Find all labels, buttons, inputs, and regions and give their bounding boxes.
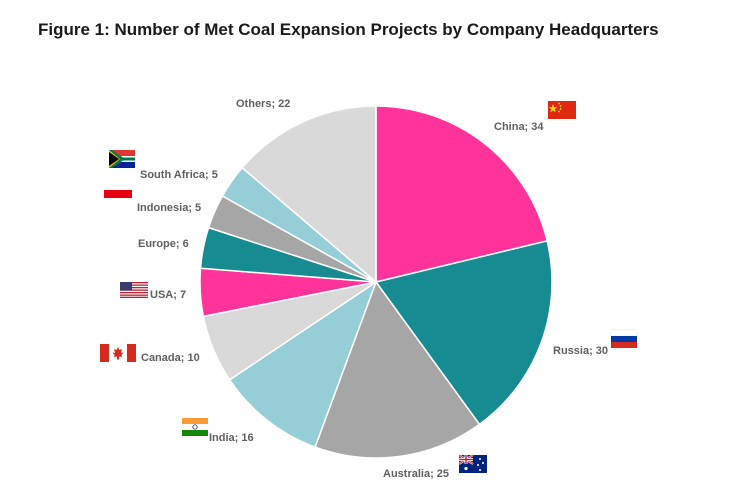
pie-label-russia: Russia; 30	[553, 345, 608, 357]
pie-label-europe: Europe; 6	[138, 238, 189, 250]
pie-slice-australia	[314, 280, 481, 459]
pie-slice-india	[228, 280, 378, 449]
australia-flag-icon	[458, 454, 487, 473]
pie-label-australia: Australia; 25	[383, 468, 449, 480]
russia-flag-icon	[610, 329, 638, 348]
pie-label-usa: USA; 7	[150, 289, 186, 301]
canada-flag-icon	[100, 344, 136, 362]
pie-labels: China; 34 Russia; 30 Australia; 25 India; 1…	[137, 98, 608, 480]
pie-slice-others	[241, 105, 377, 284]
pie-label-south-africa: South Africa; 5	[140, 169, 218, 181]
pie-label-india: India; 16	[209, 432, 254, 444]
figure-title: Figure 1: Number of Met Coal Expansion P…	[38, 20, 659, 39]
india-flag-icon	[182, 418, 208, 436]
indonesia-flag-icon	[104, 190, 132, 198]
pie-label-others: Others; 22	[236, 98, 290, 110]
pie-slices	[199, 105, 553, 459]
pie-label-indonesia: Indonesia; 5	[137, 202, 201, 214]
china-flag-icon	[548, 101, 576, 119]
usa-flag-icon	[120, 282, 148, 298]
pie-slice-russia	[374, 240, 553, 426]
pie-label-canada: Canada; 10	[141, 352, 200, 364]
pie-label-china: China; 34	[494, 121, 544, 133]
pie-slice-china	[375, 105, 549, 283]
south-africa-flag-icon	[109, 150, 135, 168]
